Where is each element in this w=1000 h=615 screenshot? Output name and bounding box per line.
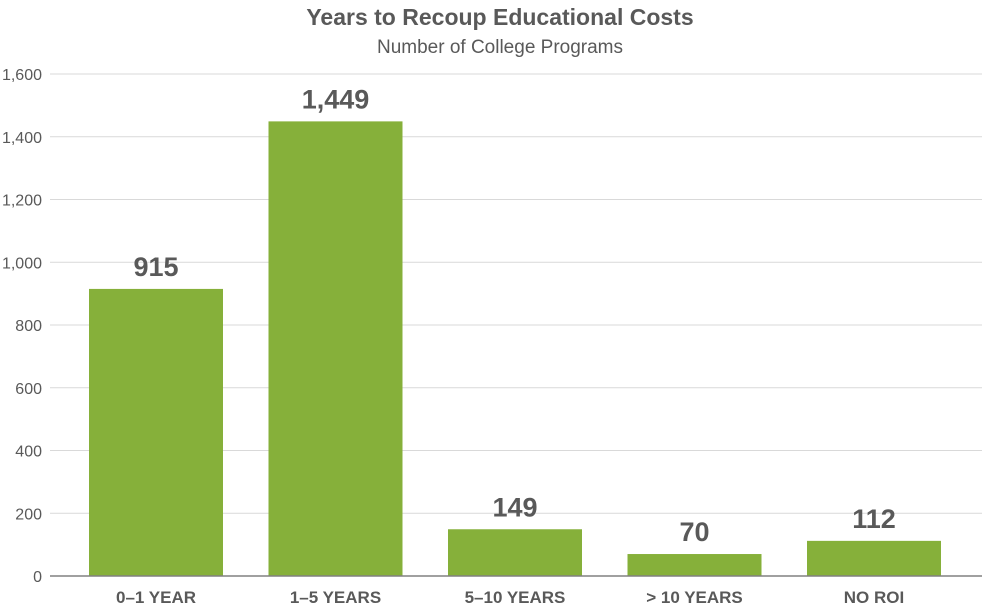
y-tick-label: 1,000 xyxy=(2,255,42,272)
bar xyxy=(89,288,223,576)
y-axis-ticks: 0 200 400 600 800 1,000 1,200 1,400 1,600 xyxy=(2,67,42,586)
data-labels: 915 1,449 149 70 112 xyxy=(133,84,895,547)
data-label: 915 xyxy=(133,252,178,282)
y-tick-label: 1,400 xyxy=(2,130,42,147)
y-tick-label: 400 xyxy=(15,444,42,461)
y-tick-label: 200 xyxy=(15,506,42,523)
bar xyxy=(268,121,403,576)
x-tick-label: > 10 YEARS xyxy=(646,588,743,607)
x-tick-label: 0–1 YEAR xyxy=(116,588,196,607)
data-label: 149 xyxy=(492,492,537,522)
chart-title: Years to Recoup Educational Costs xyxy=(306,4,694,30)
x-axis-ticks: 0–1 YEAR 1–5 YEARS 5–10 YEARS > 10 YEARS NO … xyxy=(116,588,904,607)
data-label: 70 xyxy=(679,517,709,547)
gridlines xyxy=(50,73,982,514)
x-tick-label: 5–10 YEARS xyxy=(465,588,566,607)
y-tick-label: 1,600 xyxy=(2,67,42,84)
data-label: 112 xyxy=(852,504,896,534)
bars xyxy=(89,121,941,576)
chart-subtitle: Number of College Programs xyxy=(376,37,624,58)
x-tick-label: NO ROI xyxy=(844,588,904,607)
y-tick-label: 1,200 xyxy=(2,193,42,210)
bar xyxy=(627,554,762,576)
data-label: 1,449 xyxy=(302,84,370,114)
y-tick-label: 0 xyxy=(33,569,42,586)
x-tick-label: 1–5 YEARS xyxy=(290,588,381,607)
y-tick-label: 800 xyxy=(15,318,42,335)
y-tick-label: 600 xyxy=(15,381,42,398)
bar xyxy=(448,529,582,576)
bar xyxy=(807,540,941,576)
